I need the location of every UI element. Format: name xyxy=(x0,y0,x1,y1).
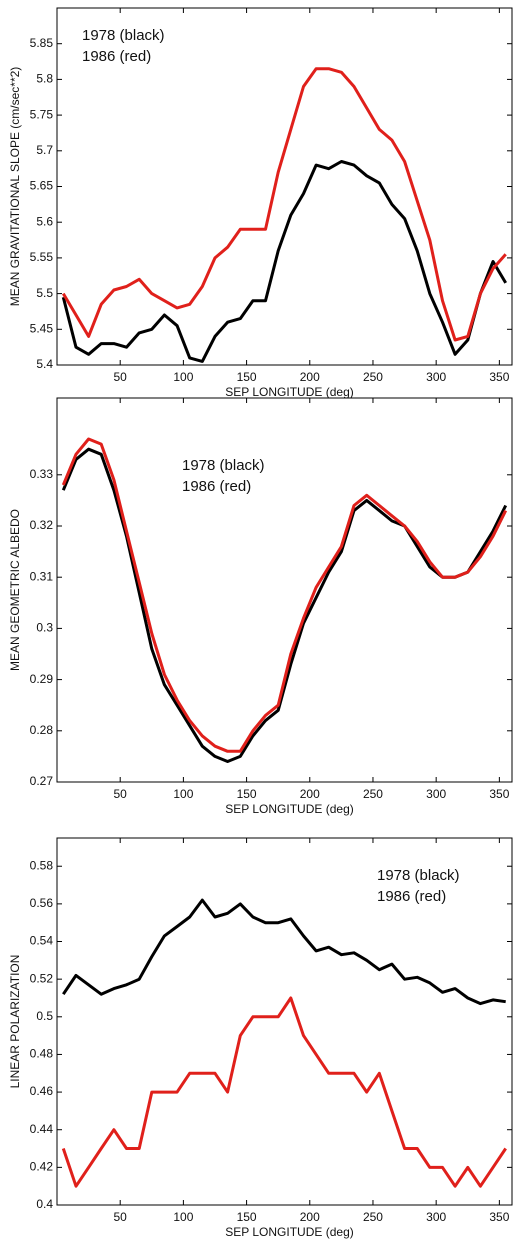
legend-entry: 1986 (red) xyxy=(182,478,251,495)
x-tick-label: 50 xyxy=(114,370,128,384)
x-axis-label: SEP LONGITUDE (deg) xyxy=(225,802,353,816)
y-tick-label: 0.48 xyxy=(30,1047,54,1061)
x-tick-label: 350 xyxy=(489,370,509,384)
series-line xyxy=(62,898,506,1006)
x-tick-label: 250 xyxy=(363,787,383,801)
x-axis-label: SEP LONGITUDE (deg) xyxy=(225,385,353,399)
x-tick-label: 100 xyxy=(173,787,193,801)
y-tick-label: 0.44 xyxy=(30,1122,54,1136)
series-line xyxy=(61,160,507,363)
y-tick-label: 5.55 xyxy=(30,250,54,264)
legend-entry: 1978 (black) xyxy=(82,27,165,44)
y-tick-label: 0.33 xyxy=(30,467,54,481)
x-tick-label: 300 xyxy=(426,1210,446,1224)
y-tick-label: 0.56 xyxy=(30,896,54,910)
x-axis-label: SEP LONGITUDE (deg) xyxy=(225,1225,353,1239)
x-tick-label: 150 xyxy=(237,787,257,801)
x-tick-label: 200 xyxy=(300,370,320,384)
y-tick-label: 5.8 xyxy=(36,72,53,86)
y-tick-label: 0.52 xyxy=(30,971,54,985)
x-tick-label: 350 xyxy=(489,787,509,801)
legend-entry: 1986 (red) xyxy=(82,48,151,65)
legend-entry: 1986 (red) xyxy=(377,888,446,905)
x-tick-label: 250 xyxy=(363,1210,383,1224)
y-tick-label: 5.85 xyxy=(30,36,54,50)
y-axis-label: LINEAR POLARIZATION xyxy=(8,955,22,1089)
y-tick-label: 0.3 xyxy=(36,621,53,635)
series-line xyxy=(61,437,508,753)
plot-frame xyxy=(56,397,513,783)
y-tick-label: 5.65 xyxy=(30,179,54,193)
x-tick-label: 100 xyxy=(173,370,193,384)
series-line xyxy=(61,996,507,1188)
x-tick-label: 150 xyxy=(237,370,257,384)
y-tick-label: 5.6 xyxy=(36,214,53,228)
y-tick-label: 0.28 xyxy=(30,723,54,737)
y-tick-label: 0.5 xyxy=(36,1009,53,1023)
y-tick-label: 0.29 xyxy=(30,672,54,686)
y-axis-label: MEAN GRAVITATIONAL SLOPE (cm/sec**2) xyxy=(8,67,22,307)
x-tick-label: 50 xyxy=(114,787,128,801)
series-line xyxy=(62,67,507,342)
y-tick-label: 0.31 xyxy=(30,569,54,583)
y-tick-label: 0.4 xyxy=(36,1197,53,1211)
x-tick-label: 200 xyxy=(300,787,320,801)
x-tick-label: 200 xyxy=(300,1210,320,1224)
y-tick-label: 5.4 xyxy=(36,357,53,371)
y-tick-label: 0.42 xyxy=(30,1160,54,1174)
legend-entry: 1978 (black) xyxy=(182,457,265,474)
y-tick-label: 0.27 xyxy=(30,774,54,788)
x-tick-label: 50 xyxy=(114,1210,128,1224)
x-tick-label: 250 xyxy=(363,370,383,384)
x-tick-label: 300 xyxy=(426,787,446,801)
y-tick-label: 5.45 xyxy=(30,321,54,335)
x-tick-label: 100 xyxy=(173,1210,193,1224)
x-tick-label: 300 xyxy=(426,370,446,384)
y-tick-label: 0.54 xyxy=(30,934,54,948)
y-tick-label: 0.58 xyxy=(30,858,54,872)
series-line xyxy=(61,447,508,763)
plot-frame xyxy=(56,837,513,1206)
legend-entry: 1978 (black) xyxy=(377,867,460,884)
x-tick-label: 150 xyxy=(237,1210,257,1224)
y-tick-label: 0.46 xyxy=(30,1084,54,1098)
y-tick-label: 0.32 xyxy=(30,518,54,532)
y-axis-label: MEAN GEOMETRIC ALBEDO xyxy=(8,509,22,671)
x-tick-label: 350 xyxy=(489,1210,509,1224)
y-tick-label: 5.75 xyxy=(30,107,54,121)
y-tick-label: 5.5 xyxy=(36,286,53,300)
y-tick-label: 5.7 xyxy=(36,143,53,157)
